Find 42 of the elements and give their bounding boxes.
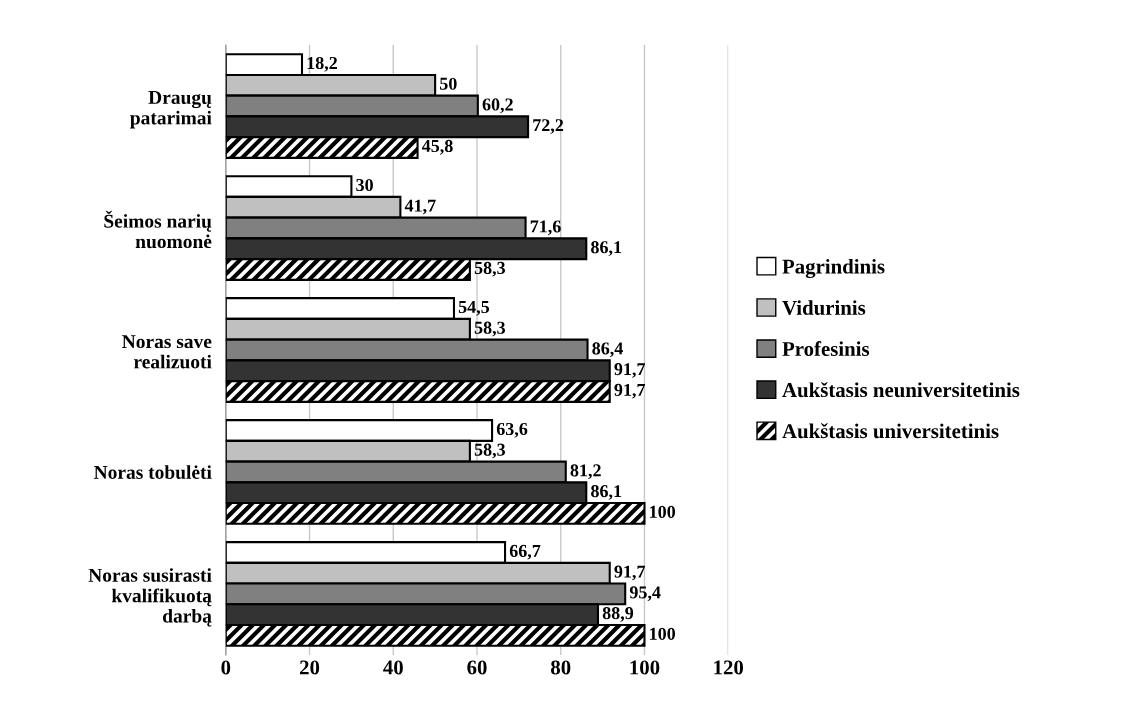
x-tick-label: 60 (467, 660, 487, 675)
data-label: 86,1 (591, 485, 622, 500)
y-tick-label: Draugų patarimai (130, 91, 212, 129)
data-label: 86,4 (592, 342, 623, 358)
y-tick-label: Noras susirasti kvalifikuotą darbą (88, 568, 212, 627)
x-tick-label: 20 (299, 660, 320, 675)
data-label: 71,6 (530, 220, 561, 236)
data-label: 86,1 (591, 241, 622, 256)
data-label: 66,7 (509, 544, 541, 560)
data-label: 41,7 (404, 199, 436, 215)
data-label: 95,4 (629, 586, 661, 602)
data-label: 60,2 (482, 98, 513, 114)
x-tick-label: 120 (714, 660, 744, 675)
legend-label: Vidurinis (782, 300, 866, 315)
data-label: 72,2 (533, 119, 564, 134)
data-label: 18,2 (307, 56, 337, 72)
data-label: 91,7 (614, 383, 646, 399)
data-label: 30 (356, 178, 373, 192)
data-label: 100 (650, 505, 676, 518)
data-label: 54,5 (458, 300, 490, 316)
x-tick-label: 0 (221, 660, 231, 675)
data-label: 91,7 (614, 565, 646, 581)
data-label: 88,9 (602, 607, 634, 622)
data-label: 58,3 (474, 443, 506, 459)
data-label: 63,6 (496, 422, 528, 438)
legend-label: Aukštasis universitetinis (782, 423, 999, 439)
x-tick-label: 80 (551, 660, 571, 675)
data-label: 58,3 (474, 261, 506, 277)
data-label: 91,7 (614, 363, 646, 378)
legend-label: Aukštasis neuniversitetinis (782, 382, 1020, 398)
x-tick-label: 100 (630, 660, 660, 675)
x-tick-label: 40 (383, 660, 403, 675)
y-tick-label: Noras tobulėti (94, 465, 212, 479)
data-label: 81,2 (570, 464, 601, 480)
y-tick-label: Noras save realizuoti (122, 335, 212, 369)
data-label: 100 (650, 627, 676, 640)
data-label: 58,3 (474, 321, 506, 337)
legend-label: Pagrindinis (782, 258, 885, 278)
data-label: 50 (440, 77, 457, 90)
legend-label: Profesinis (782, 341, 870, 356)
data-label: 45,8 (421, 139, 453, 155)
y-tick-label: Šeimos narių nuomonė (104, 210, 212, 249)
